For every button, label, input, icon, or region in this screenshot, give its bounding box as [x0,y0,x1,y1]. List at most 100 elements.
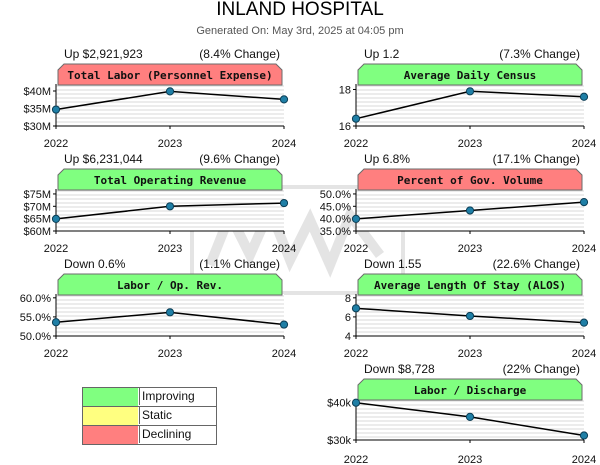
y-tick-label: 50.0% [20,331,51,343]
chart-title: Labor / Discharge [414,384,527,397]
change-amount: Down 0.6% [64,257,126,271]
legend-label-static: Static [139,407,172,424]
chart-title: Total Operating Revenue [94,174,247,187]
data-point [465,311,475,321]
legend-label-declining: Declining [139,426,191,443]
data-point [579,92,589,101]
status-banner [57,273,283,296]
data-point [51,214,61,223]
chart-panel-total-operating-revenue: $60M $65M $70M $75M 2022 2023 2024 Total Operat… [0,152,300,255]
chart-svg: 50.0% 55.0% 60.0% 2022 2023 2024 Labor / Op. R… [20,273,296,360]
chart-svg: 4 6 8 2022 2023 2024 Average Length Of Stay (A… [344,273,596,360]
status-banner [357,168,583,191]
change-amount: Up 6.8% [364,152,411,166]
chart-panel-average-daily-census: 16 18 2022 2023 2024 Average Daily Census Up … [300,47,600,150]
chart-svg: 16 18 2022 2023 2024 Average Daily Census [339,63,596,150]
chart-panel-labor-op-rev: 50.0% 55.0% 60.0% 2022 2023 2024 Labor / Op. R… [0,257,300,360]
x-tick-label: 2024 [272,243,296,255]
data-point [51,318,61,327]
y-tick-label: 18 [339,84,351,96]
data-point [465,412,475,421]
change-amount: Up 1.2 [364,47,400,61]
legend-swatch-static [83,407,138,425]
x-tick-label: 2022 [44,348,68,360]
x-tick-label: 2022 [44,138,68,150]
data-point [465,206,475,215]
x-tick-label: 2023 [458,348,482,360]
x-tick-label: 2024 [572,348,596,360]
status-banner [57,63,283,86]
y-tick-label: $35M [23,104,51,116]
change-amount: Up $2,921,923 [64,47,143,61]
status-banner [357,63,583,86]
legend-swatch-improving [83,388,138,406]
x-tick-label: 2024 [572,138,596,150]
generated-on-text: Generated On: May 3rd, 2025 at 04:05 pm [196,25,404,37]
legend-item-improving: Improving [82,387,217,407]
x-tick-label: 2022 [344,454,368,465]
x-tick-label: 2022 [44,243,68,255]
y-tick-label: $40M [23,86,51,98]
y-tick-label: 35.0% [320,226,351,238]
y-tick-label: 50.0% [320,189,351,201]
chart-panel-labor-discharge: $30k $40k 2022 2023 2024 Labor / Discharge Do… [300,362,600,465]
data-point [165,308,175,317]
x-tick-label: 2022 [344,348,368,360]
y-tick-label: 4 [345,331,351,343]
legend-item-static: Static [82,406,217,426]
x-tick-label: 2024 [572,454,596,465]
chart-svg: $30k $40k 2022 2023 2024 Labor / Discharge [327,378,596,465]
x-tick-label: 2024 [572,243,596,255]
legend: Improving Static Declining [82,387,217,445]
y-tick-label: 45.0% [320,201,351,213]
data-point [165,87,175,96]
x-tick-label: 2023 [158,138,182,150]
change-percent: (7.3% Change) [499,47,580,61]
status-banner [357,273,583,296]
data-point [279,198,289,208]
y-tick-label: $65M [23,214,51,226]
data-point [351,214,361,223]
y-tick-label: $40k [327,398,351,410]
change-percent: (9.6% Change) [199,152,280,166]
y-tick-label: 16 [339,121,351,133]
data-point [165,202,175,211]
x-tick-label: 2022 [344,243,368,255]
chart-title: Labor / Op. Rev. [117,279,223,292]
change-amount: Up $6,231,044 [64,152,143,166]
y-tick-label: 60.0% [20,293,51,305]
legend-swatch-declining [83,426,138,444]
y-tick-label: 6 [345,312,351,324]
y-tick-label: $60M [23,226,51,238]
chart-panel-percent-gov-volume: 35.0% 40.0% 45.0% 50.0% 2022 2023 2024 Percent … [300,152,600,255]
chart-svg: $60M$65M$70M$75M 2022 2023 2024 Total Operat… [23,168,296,255]
change-amount: Down 1.55 [364,257,422,271]
chart-panel-total-labor: $30M $35M $40M 2022 2023 2024 Total Labor (Per… [0,47,300,150]
chart-svg: $30M $35M $40M 2022 2023 2024 Total Labor (Per… [23,63,296,150]
change-percent: (22.6% Change) [492,257,580,271]
y-tick-label: $70M [23,201,51,213]
y-tick-label: 55.0% [20,312,51,324]
legend-label-improving: Improving [139,388,195,405]
x-tick-label: 2023 [458,454,482,465]
x-tick-label: 2023 [158,348,182,360]
x-tick-label: 2022 [344,138,368,150]
data-point [579,431,589,440]
chart-title: Average Daily Census [404,69,536,82]
data-point [279,95,289,104]
chart-svg: 35.0%40.0%45.0%50.0% 2022 2023 2024 Percent … [320,168,596,255]
data-point [351,398,361,407]
x-tick-label: 2023 [458,138,482,150]
y-tick-label: $75M [23,189,51,201]
chart-title: Percent of Gov. Volume [397,174,543,187]
x-tick-label: 2024 [272,348,296,360]
change-percent: (8.4% Change) [199,47,280,61]
change-percent: (22% Change) [502,362,580,376]
legend-item-declining: Declining [82,425,217,445]
status-banner [57,168,283,191]
x-tick-label: 2024 [272,138,296,150]
chart-panel-alos: 4 6 8 2022 2023 2024 Average Length Of Stay (A… [300,257,600,360]
data-point [279,320,289,329]
y-tick-label: 40.0% [320,214,351,226]
change-percent: (1.1% Change) [199,257,280,271]
